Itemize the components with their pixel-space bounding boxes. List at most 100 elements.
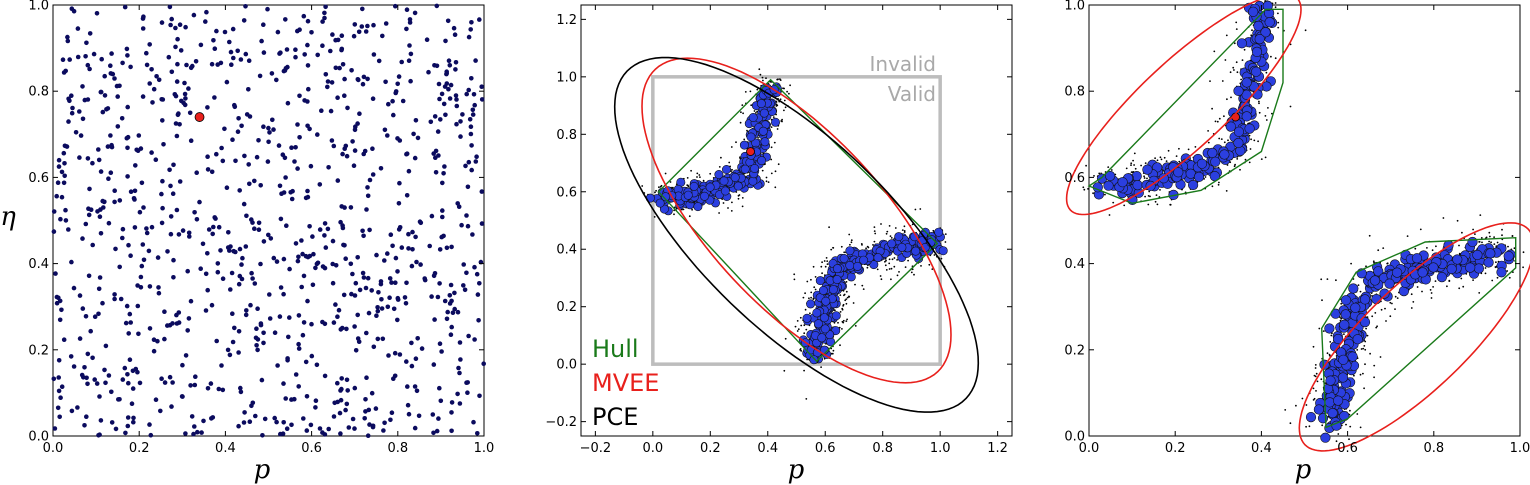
sample-point [919,208,922,210]
sample-point [422,277,428,283]
sample-point [1241,111,1252,122]
sample-point [1410,307,1413,309]
sample-point [824,265,827,268]
sample-point [476,318,481,323]
sample-point [281,381,286,386]
sample-point [776,128,779,130]
sample-point [1436,272,1447,283]
sample-point [293,54,298,60]
sample-point [1411,253,1423,264]
sample-point [278,216,284,222]
sample-point [1082,186,1085,189]
sample-point [92,377,97,382]
sample-point [1324,323,1335,334]
sample-point [696,176,698,178]
sample-point [396,74,402,79]
sample-point [757,156,767,166]
sample-point [77,155,82,160]
sample-point [773,141,776,144]
sample-point [220,158,226,164]
sample-point [208,381,214,386]
sample-point [1348,283,1359,294]
sample-point [415,135,421,141]
sample-point [1239,168,1241,171]
sample-point [131,415,136,421]
sample-point [444,81,450,86]
sample-point [1350,302,1361,313]
hull-polygon-b [1320,236,1517,429]
sample-point [205,105,210,110]
sample-point [236,329,242,334]
sample-point [112,199,117,205]
panel-1-ylabel: η [0,202,16,232]
sample-point [205,167,211,172]
sample-point [166,54,172,60]
sample-point [437,96,442,102]
sample-point [128,253,133,258]
sample-point [187,234,192,239]
sample-point [126,242,131,248]
sample-point [1353,374,1355,377]
sample-point [174,207,180,213]
sample-point [297,135,302,140]
sample-point [465,390,470,396]
sample-point [466,333,471,339]
sample-point [796,330,799,332]
sample-point [57,414,62,420]
sample-point [845,302,848,305]
y-tick-label: 0.0 [28,430,49,445]
sample-point [382,420,387,426]
sample-point [940,257,943,260]
sample-point [424,37,430,42]
sample-point [839,311,842,313]
sample-point [105,106,111,111]
panel-1-xlabel: p [254,455,271,485]
sample-point [160,178,165,184]
sample-point [774,170,777,173]
sample-point [460,112,465,117]
sample-point [75,26,81,31]
sample-point [388,232,394,237]
sample-point [219,145,224,151]
panel-2-points [641,68,948,400]
x-tick-label: 0.0 [1079,441,1100,456]
sample-point [1462,285,1465,288]
sample-point [352,293,358,298]
sample-point [393,255,399,261]
x-tick-label: 0.8 [1423,441,1444,456]
sample-point [177,179,183,184]
sample-point [373,406,379,411]
sample-point [59,307,64,313]
sample-point [255,347,260,353]
panel-3-points [1074,0,1525,443]
sample-point [365,433,371,439]
sample-point [366,310,372,316]
sample-point [1108,214,1111,216]
sample-point [85,97,91,102]
sample-point [69,110,75,116]
sample-point [1359,373,1362,376]
panel-1-points [51,3,487,439]
sample-point [1484,267,1487,269]
sample-point [375,305,380,310]
sample-point [289,145,294,150]
sample-point [1241,89,1252,100]
sample-point [177,22,183,28]
sample-point [1241,77,1252,88]
sample-point [243,244,249,249]
sample-point [1146,177,1148,180]
sample-point [765,176,768,179]
sample-point [441,101,447,107]
sample-point [330,261,336,267]
sample-point [469,20,474,25]
sample-point [463,163,468,169]
sample-point [428,119,434,125]
sample-point [809,312,811,315]
sample-point [160,97,166,102]
sample-point [404,193,410,198]
sample-point [1130,162,1133,165]
sample-point [131,419,136,425]
y-tick-label: 0.6 [556,185,577,200]
sample-point [271,255,277,261]
sample-point [1325,375,1336,386]
